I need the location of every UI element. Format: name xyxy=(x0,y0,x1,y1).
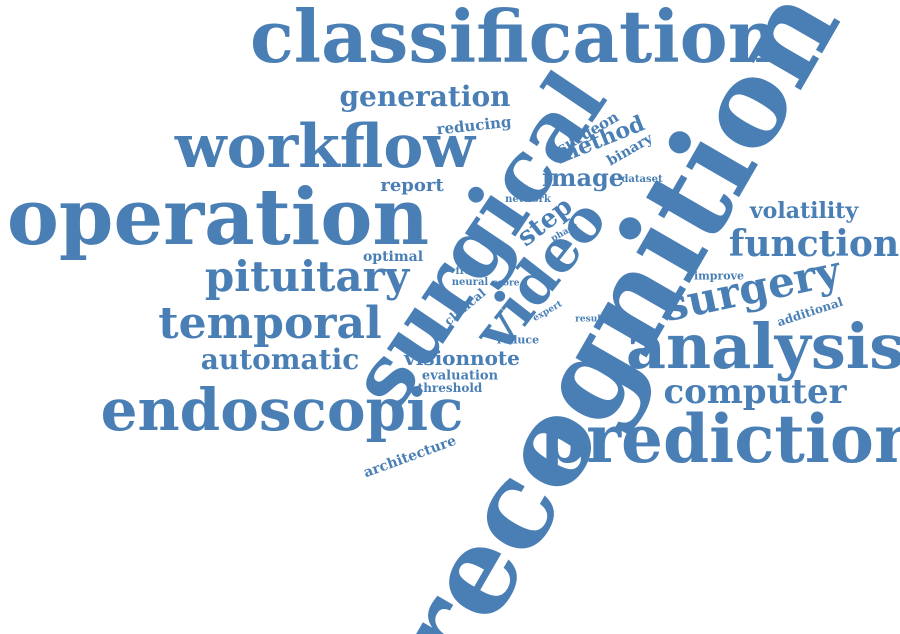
word-automatic: automatic xyxy=(200,343,360,376)
word-visionnote: visionnote xyxy=(404,346,520,370)
word-endoscopic: endoscopic xyxy=(100,376,464,444)
word-frame: frame xyxy=(455,266,489,277)
word-threshold: threshold xyxy=(417,381,483,395)
word-optimal: optimal xyxy=(362,249,424,265)
word-report: report xyxy=(380,175,444,196)
word-generation: generation xyxy=(339,80,511,113)
word-evaluation: evaluation xyxy=(421,368,499,384)
word-result: result xyxy=(575,314,605,325)
word-neural: neural xyxy=(451,277,489,288)
word-operation: operation xyxy=(6,172,430,263)
word-workflow: workflow xyxy=(174,112,476,182)
word-temporal: temporal xyxy=(158,298,382,349)
word-analysis: analysis xyxy=(625,310,900,383)
word-network: network xyxy=(505,194,551,205)
word-image: image xyxy=(541,163,625,192)
word-score: score xyxy=(492,278,520,289)
word-classification: classification xyxy=(249,0,781,79)
word-dataset: dataset xyxy=(621,174,663,185)
word-reduce: reduce xyxy=(496,333,540,347)
word-improve: improve xyxy=(693,269,745,283)
word-computer: computer xyxy=(663,372,847,412)
word-prediction: prediction xyxy=(540,400,900,478)
word-pituitary: pituitary xyxy=(204,252,410,301)
word-volatility: volatility xyxy=(749,198,859,224)
word-function: function xyxy=(728,223,900,265)
